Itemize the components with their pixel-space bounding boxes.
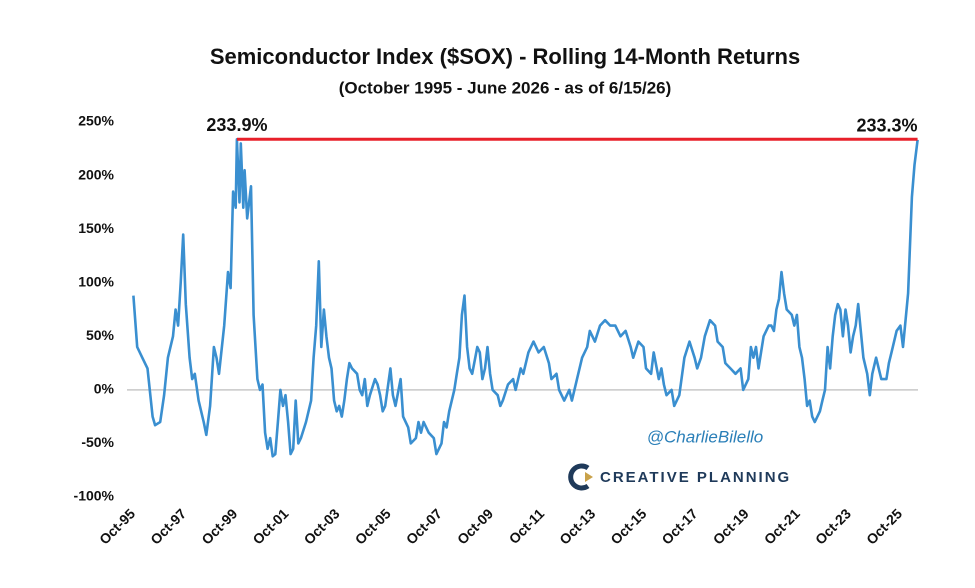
logo-icon <box>568 463 593 491</box>
chart-title: Semiconductor Index ($SOX) - Rolling 14-… <box>210 44 800 69</box>
x-tick-label: Oct-99 <box>198 505 240 547</box>
chart-subtitle: (October 1995 - June 2026 - as of 6/15/2… <box>339 78 672 97</box>
data-line <box>132 138 919 458</box>
y-tick-label: -50% <box>81 434 114 450</box>
x-tick-label: Oct-15 <box>607 505 649 547</box>
y-tick-label: -100% <box>74 488 115 504</box>
annotation-label: 233.9% <box>206 115 267 135</box>
x-tick-label: Oct-13 <box>556 505 598 547</box>
x-tick-label: Oct-03 <box>301 505 343 547</box>
y-tick-label: 150% <box>78 220 114 236</box>
y-tick-label: 100% <box>78 273 114 289</box>
x-tick-label: Oct-01 <box>249 505 291 547</box>
x-tick-label: Oct-95 <box>96 505 138 547</box>
x-tick-label: Oct-09 <box>454 505 496 547</box>
y-tick-label: 200% <box>78 166 114 182</box>
y-tick-label: 250% <box>78 113 114 129</box>
x-tick-label: Oct-11 <box>506 505 548 547</box>
x-tick-label: Oct-07 <box>403 505 445 547</box>
x-tick-label: Oct-19 <box>710 505 752 547</box>
x-tick-label: Oct-97 <box>147 505 189 547</box>
annotation-label: 233.3% <box>857 116 918 136</box>
x-tick-label: Oct-21 <box>761 505 803 547</box>
logo-text: CREATIVE PLANNING <box>600 469 791 486</box>
y-tick-label: 0% <box>94 381 115 397</box>
y-tick-label: 50% <box>86 327 115 343</box>
x-tick-label: Oct-25 <box>863 505 905 547</box>
watermark: @CharlieBilello <box>647 427 763 446</box>
x-tick-label: Oct-05 <box>352 505 394 547</box>
x-tick-label: Oct-23 <box>812 505 854 547</box>
x-tick-label: Oct-17 <box>658 505 700 547</box>
